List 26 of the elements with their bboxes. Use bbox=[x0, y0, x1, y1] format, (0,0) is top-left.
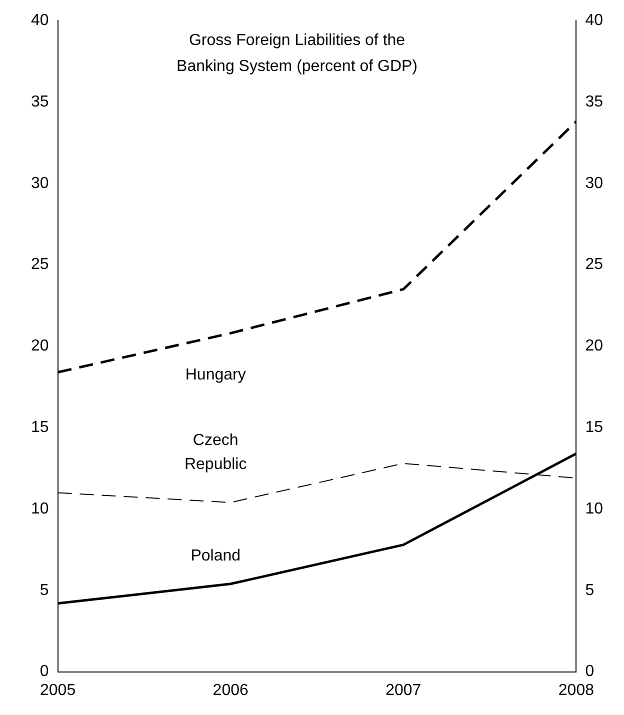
y2-tick-label: 25 bbox=[585, 256, 604, 274]
series-label: Hungary bbox=[185, 366, 246, 384]
y2-tick-label: 0 bbox=[585, 663, 594, 680]
series-label: Czech Republic bbox=[184, 432, 247, 473]
series-label: Poland bbox=[190, 547, 241, 564]
y2-tick-label: 35 bbox=[585, 93, 604, 110]
y-tick-label: 0 bbox=[40, 663, 49, 680]
x-tick-label: 2006 bbox=[212, 682, 248, 699]
y2-tick-label: 15 bbox=[585, 419, 604, 436]
y2-tick-label: 30 bbox=[585, 174, 604, 192]
x-tick-label: 2008 bbox=[558, 682, 594, 699]
y-tick-label: 30 bbox=[31, 174, 49, 192]
y2-tick-label: 40 bbox=[585, 12, 604, 30]
y-tick-label: 5 bbox=[40, 582, 49, 599]
y-tick-label: 15 bbox=[31, 419, 49, 436]
x-tick-label: 2005 bbox=[40, 682, 76, 699]
y2-tick-label: 5 bbox=[585, 582, 594, 599]
x-tick-label: 2007 bbox=[386, 682, 422, 699]
y2-tick-label: 10 bbox=[585, 500, 604, 518]
text: Gross Foreign Liabilities of the Banking System (percent of GDP) bbox=[176, 32, 418, 76]
y-tick-label: 25 bbox=[31, 256, 49, 274]
y-tick-label: 35 bbox=[31, 93, 49, 110]
y2-tick-label: 20 bbox=[585, 338, 604, 355]
y-tick-label: 10 bbox=[31, 500, 49, 518]
y-tick-label: 40 bbox=[31, 12, 49, 30]
y-tick-label: 20 bbox=[31, 338, 49, 355]
